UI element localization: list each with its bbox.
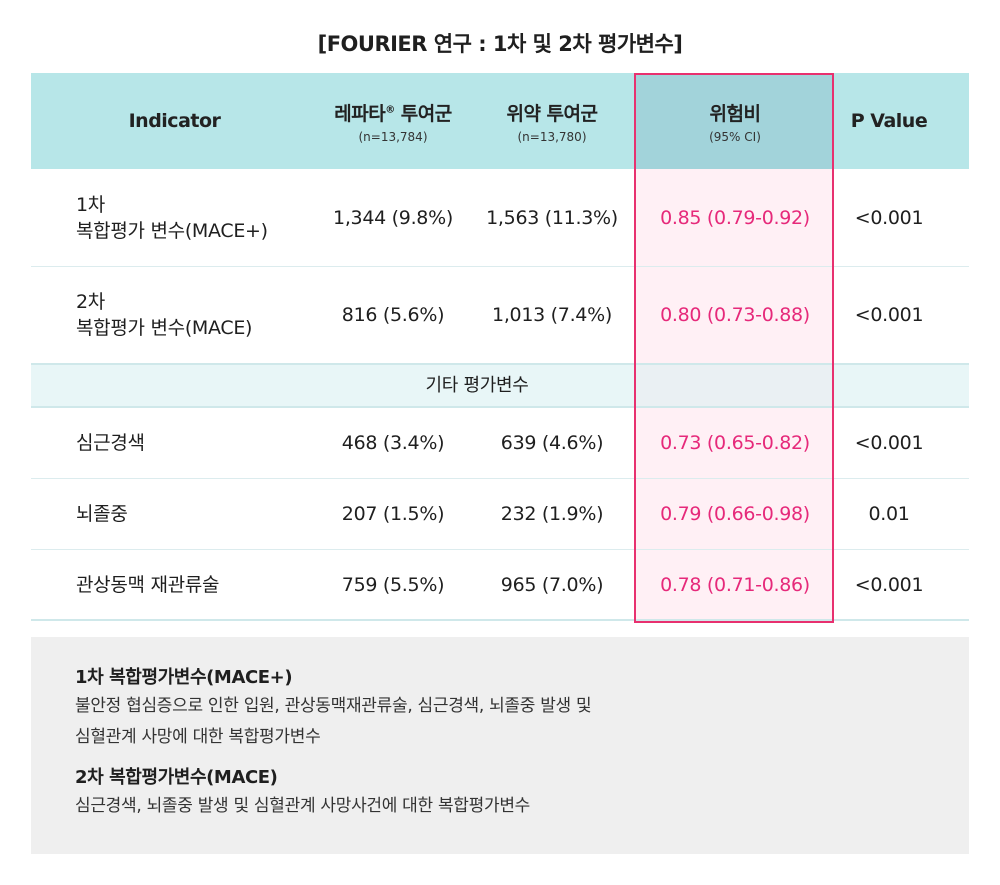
drug-cell: 816 (5.6%) — [318, 267, 468, 363]
indicator-cell: 뇌졸중 — [31, 479, 318, 549]
placebo-cell: 1,563 (11.3%) — [468, 169, 636, 266]
header-drug-name: 레파타 — [334, 102, 386, 125]
section-label-cell: 기타 평가변수 — [318, 365, 636, 406]
definitions-box: 1차 복합평가변수(MACE+) 불안정 협심증으로 인한 입원, 관상동맥재관… — [31, 637, 969, 854]
drug-value: 207 (1.5%) — [341, 503, 445, 525]
hr-value: 0.85 (0.79-0.92) — [660, 206, 810, 229]
table-row: 2차 복합평가 변수(MACE) 816 (5.6%) 1,013 (7.4%)… — [31, 267, 969, 365]
pvalue-cell: 0.01 — [834, 479, 944, 549]
header-drug-suffix: 투여군 — [394, 102, 452, 125]
header-pvalue: P Value — [834, 73, 944, 169]
secondary-endpoint-text: 심근경색, 뇌졸중 발생 및 심혈관계 사망사건에 대한 복합평가변수 — [75, 796, 531, 816]
hr-cell: 0.85 (0.79-0.92) — [636, 169, 834, 266]
indicator-label-line1: 2차 — [76, 291, 105, 313]
drug-cell: 207 (1.5%) — [318, 479, 468, 549]
indicator-label-line2: 복합평가 변수(MACE) — [76, 317, 253, 339]
placebo-value: 639 (4.6%) — [500, 432, 604, 454]
placebo-value: 232 (1.9%) — [500, 503, 604, 525]
hr-cell: 0.80 (0.73-0.88) — [636, 267, 834, 363]
hr-cell: 0.79 (0.66-0.98) — [636, 479, 834, 549]
secondary-endpoint-heading: 2차 복합평가변수(MACE) — [75, 767, 278, 788]
indicator-cell: 1차 복합평가 변수(MACE+) — [31, 169, 318, 266]
primary-endpoint-heading: 1차 복합평가변수(MACE+) — [75, 667, 293, 688]
header-placebo-n: (n=13,780) — [517, 129, 587, 144]
placebo-cell: 1,013 (7.4%) — [468, 267, 636, 363]
header-placebo-group: 위약 투여군 (n=13,780) — [468, 73, 636, 169]
table-row: 관상동맥 재관류술 759 (5.5%) 965 (7.0%) 0.78 (0.… — [31, 550, 969, 621]
header-indicator-label: Indicator — [128, 110, 221, 132]
table-row: 심근경색 468 (3.4%) 639 (4.6%) 0.73 (0.65-0.… — [31, 408, 969, 479]
hr-cell: 0.73 (0.65-0.82) — [636, 408, 834, 478]
pvalue-value: <0.001 — [854, 432, 924, 454]
placebo-value: 965 (7.0%) — [500, 573, 604, 596]
section-label: 기타 평가변수 — [425, 374, 529, 396]
pvalue-cell: <0.001 — [834, 550, 944, 619]
indicator-label-line1: 1차 — [76, 193, 105, 216]
header-drug-group: 레파타® 투여군 (n=13,784) — [318, 73, 468, 169]
indicator-cell: 관상동맥 재관류술 — [31, 550, 318, 619]
pvalue-value: <0.001 — [854, 304, 924, 326]
pvalue-cell: <0.001 — [834, 267, 944, 363]
primary-endpoint-text-line1: 불안정 협심증으로 인한 입원, 관상동맥재관류술, 심근경색, 뇌졸중 발생 … — [75, 696, 592, 716]
section-row: 기타 평가변수 — [31, 365, 969, 408]
hr-value: 0.73 (0.65-0.82) — [660, 432, 810, 454]
drug-value: 1,344 (9.8%) — [333, 206, 453, 229]
header-hr-ci: (95% CI) — [709, 129, 761, 144]
hr-value: 0.80 (0.73-0.88) — [660, 304, 810, 326]
header-drug-label: 레파타® 투여군 — [334, 99, 452, 126]
indicator-label-line2: 복합평가 변수(MACE+) — [76, 219, 268, 242]
hr-value: 0.79 (0.66-0.98) — [660, 503, 810, 525]
page-title: [FOURIER 연구 : 1차 및 2차 평가변수] — [317, 32, 683, 56]
hr-value: 0.78 (0.71-0.86) — [660, 573, 810, 596]
spacer — [75, 753, 925, 765]
table-header-row: Indicator 레파타® 투여군 (n=13,784) 위약 투여군 (n=… — [31, 73, 969, 169]
table-row: 뇌졸중 207 (1.5%) 232 (1.9%) 0.79 (0.66-0.9… — [31, 479, 969, 550]
placebo-value: 1,563 (11.3%) — [486, 206, 618, 229]
indicator-label: 뇌졸중 — [76, 503, 128, 525]
header-hazard-ratio: 위험비 (95% CI) — [636, 73, 834, 169]
header-indicator: Indicator — [31, 73, 318, 169]
indicator-cell: 심근경색 — [31, 408, 318, 478]
drug-value: 816 (5.6%) — [341, 304, 445, 326]
drug-cell: 759 (5.5%) — [318, 550, 468, 619]
drug-cell: 468 (3.4%) — [318, 408, 468, 478]
pvalue-value: <0.001 — [854, 206, 924, 229]
drug-value: 468 (3.4%) — [341, 432, 445, 454]
section-hr-cell — [636, 365, 834, 406]
primary-endpoint-text-line2: 심혈관계 사망에 대한 복합평가변수 — [75, 727, 321, 747]
placebo-cell: 639 (4.6%) — [468, 408, 636, 478]
placebo-cell: 232 (1.9%) — [468, 479, 636, 549]
drug-cell: 1,344 (9.8%) — [318, 169, 468, 266]
results-table: Indicator 레파타® 투여군 (n=13,784) 위약 투여군 (n=… — [31, 73, 969, 621]
pvalue-value: <0.001 — [854, 573, 924, 596]
drug-value: 759 (5.5%) — [341, 573, 445, 596]
table-row: 1차 복합평가 변수(MACE+) 1,344 (9.8%) 1,563 (11… — [31, 169, 969, 267]
pvalue-cell: <0.001 — [834, 169, 944, 266]
registered-mark: ® — [385, 104, 395, 116]
placebo-value: 1,013 (7.4%) — [492, 304, 612, 326]
pvalue-cell: <0.001 — [834, 408, 944, 478]
header-pvalue-label: P Value — [850, 110, 928, 132]
indicator-label: 관상동맥 재관류술 — [76, 573, 220, 596]
pvalue-value: 0.01 — [868, 503, 910, 525]
indicator-label: 심근경색 — [76, 432, 145, 454]
placebo-cell: 965 (7.0%) — [468, 550, 636, 619]
indicator-cell: 2차 복합평가 변수(MACE) — [31, 267, 318, 363]
hr-cell: 0.78 (0.71-0.86) — [636, 550, 834, 619]
header-drug-n: (n=13,784) — [358, 129, 428, 144]
header-placebo-label: 위약 투여군 — [506, 102, 598, 125]
header-hr-label: 위험비 — [709, 102, 761, 125]
